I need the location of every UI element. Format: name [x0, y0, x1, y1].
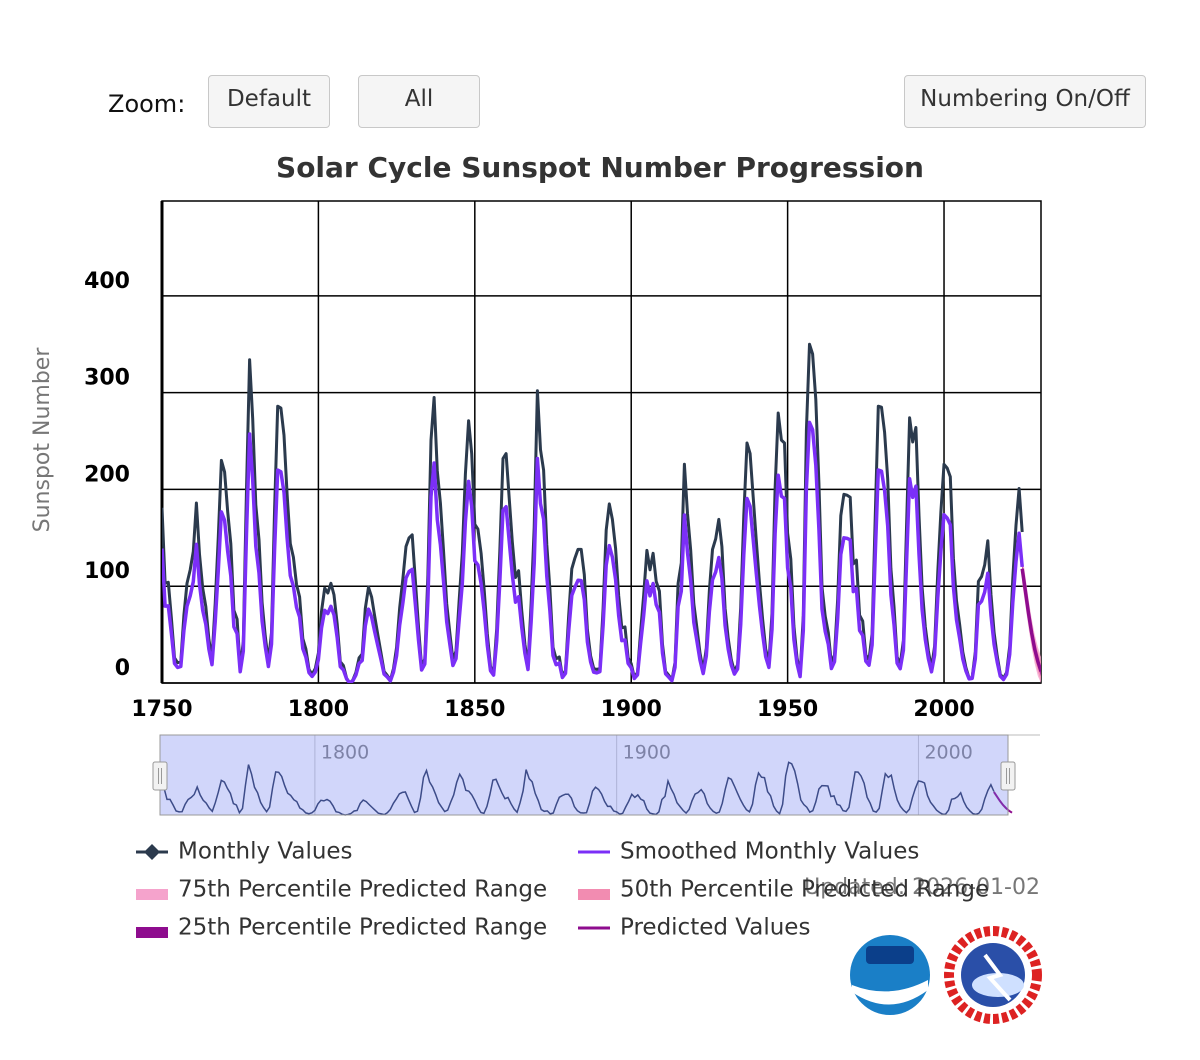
navigator-predicted: [993, 791, 1013, 814]
navigator-handle: [1000, 761, 1016, 791]
x-tick-label: 1850: [444, 697, 505, 722]
legend-label: Predicted Values: [620, 915, 810, 941]
x-tick-label: 1950: [757, 697, 818, 722]
navigator-tick-label: 1900: [623, 742, 671, 764]
x-tick-label: 1800: [288, 697, 349, 722]
updated-note: Updated: 2026-01-02: [804, 875, 1040, 900]
legend-symbol: [136, 889, 168, 900]
y-tick-label: 100: [84, 559, 130, 584]
legend-symbol: [136, 927, 168, 938]
chart-title: Solar Cycle Sunspot Number Progression: [276, 151, 924, 184]
x-tick-label: 2000: [913, 697, 974, 722]
y-tick-label: 0: [115, 656, 130, 681]
plot-area: [162, 342, 1041, 683]
zoom-label: Zoom:: [108, 90, 186, 118]
navigator-handle: [152, 761, 168, 791]
y-tick-label: 400: [84, 269, 130, 294]
legend-symbol: [578, 889, 610, 900]
series-line: [162, 420, 1024, 683]
navigator-tick-label: 2000: [924, 742, 972, 764]
nws-logo: [944, 926, 1042, 1024]
numbering-button[interactable]: Numbering On/Off: [904, 75, 1146, 128]
zoom-default-button[interactable]: Default: [208, 75, 330, 128]
y-axis-label: Sunspot Number: [30, 347, 55, 533]
predicted-line: [1020, 568, 1041, 672]
y-tick-label: 300: [84, 366, 130, 391]
navigator-mask: [159, 734, 1009, 816]
legend-label: Monthly Values: [178, 839, 353, 865]
navigator-line: [163, 761, 995, 816]
noaa-logo: [850, 935, 930, 1015]
legend-label: 50th Percentile Predicted Range: [620, 877, 989, 903]
navigator-tick-label: 1800: [321, 742, 369, 764]
x-tick-label: 1750: [131, 697, 192, 722]
x-tick-label: 1900: [601, 697, 662, 722]
y-tick-label: 200: [84, 462, 130, 487]
legend-label: 75th Percentile Predicted Range: [178, 877, 547, 903]
legend-marker: [144, 844, 160, 860]
zoom-all-button[interactable]: All: [358, 75, 480, 128]
legend-label: Smoothed Monthly Values: [620, 839, 919, 865]
legend-label: 25th Percentile Predicted Range: [178, 915, 547, 941]
